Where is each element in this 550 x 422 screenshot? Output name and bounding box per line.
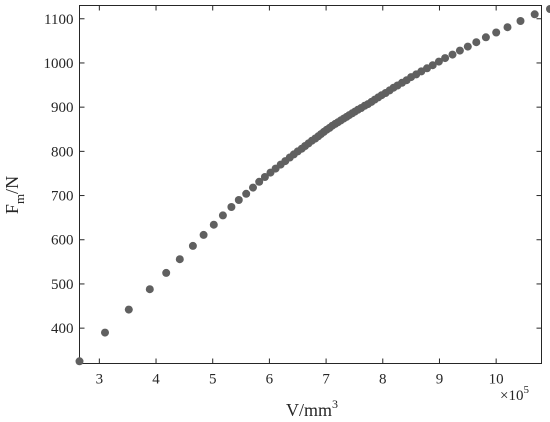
x-axis-multiplier: ×105 xyxy=(500,384,529,404)
data-point xyxy=(260,173,269,181)
data-point xyxy=(188,241,197,250)
axis-ticks xyxy=(79,5,542,364)
x-tick-label: 8 xyxy=(379,372,387,388)
x-tick-label: 6 xyxy=(266,372,274,388)
data-point xyxy=(101,328,109,337)
data-point xyxy=(516,17,525,25)
y-tick-label: 1000 xyxy=(44,56,74,72)
data-point xyxy=(441,54,450,63)
x-tick-label: 4 xyxy=(152,372,160,388)
data-point xyxy=(124,305,133,314)
data-point xyxy=(503,23,512,32)
tick-labels: 3 4 5 6 7 8 9 10 400 500 600 700 800 900 1000 1100 xyxy=(44,12,504,388)
data-point xyxy=(162,268,171,277)
y-tick-label: 600 xyxy=(51,233,74,249)
x-axis-title: V/mm3 xyxy=(286,397,338,420)
data-points xyxy=(75,5,550,366)
data-point xyxy=(199,230,208,239)
data-point xyxy=(448,50,457,59)
data-point xyxy=(75,357,84,366)
data-point xyxy=(249,183,257,192)
data-point xyxy=(175,255,184,264)
data-point xyxy=(455,46,464,55)
x-tick-label: 10 xyxy=(489,372,504,388)
x-tick-label: 7 xyxy=(322,372,330,388)
data-point xyxy=(530,10,539,19)
y-tick-label: 800 xyxy=(51,144,74,160)
x-tick-label: 5 xyxy=(209,372,217,388)
x-tick-label: 9 xyxy=(436,372,444,388)
y-tick-label: 400 xyxy=(51,321,74,337)
data-point xyxy=(209,220,218,229)
data-point xyxy=(434,57,443,66)
y-tick-label: 1100 xyxy=(44,12,73,28)
data-point xyxy=(145,285,154,294)
x-tick-label: 3 xyxy=(96,372,104,388)
data-point xyxy=(546,5,550,13)
data-point xyxy=(463,42,472,51)
data-point xyxy=(234,196,243,204)
data-point xyxy=(428,61,437,70)
y-axis-title: Fm/N xyxy=(2,176,27,214)
data-point xyxy=(227,203,236,211)
y-tick-label: 500 xyxy=(51,277,74,293)
y-tick-label: 700 xyxy=(51,189,74,205)
data-point xyxy=(255,177,264,186)
y-tick-label: 900 xyxy=(51,100,74,116)
data-point xyxy=(481,33,490,42)
data-point xyxy=(218,211,227,220)
data-point xyxy=(472,38,481,47)
data-point xyxy=(492,28,501,37)
data-point xyxy=(242,189,251,198)
plot-frame xyxy=(79,5,542,364)
